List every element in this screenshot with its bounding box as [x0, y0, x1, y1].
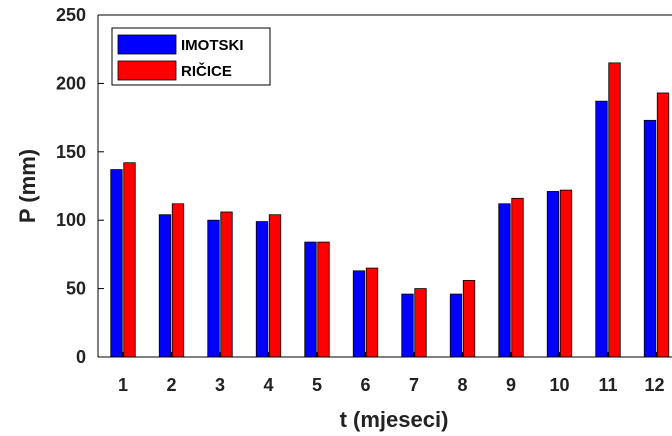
x-tick-label: 12	[644, 375, 664, 395]
x-tick-label: 9	[506, 375, 516, 395]
y-tick-label: 250	[56, 5, 86, 25]
y-tick-label: 150	[56, 142, 86, 162]
bar-riice-11	[608, 62, 621, 358]
y-tick-label: 100	[56, 210, 86, 230]
bar-imotski-3	[207, 219, 220, 358]
x-ticks-group: 1 2 3 4 5 6 7 8 9 10 11 12	[118, 352, 665, 395]
bar-riice-10	[559, 189, 573, 358]
legend-swatch-imotski	[117, 34, 177, 55]
y-tick-label: 50	[66, 279, 86, 299]
y-ticks-group: 0 50 100 150 200 250	[56, 5, 104, 367]
x-tick-label: 4	[263, 375, 273, 395]
bar-riice-5	[317, 241, 330, 358]
x-tick-label: 5	[312, 375, 322, 395]
x-tick-label: 3	[215, 375, 225, 395]
bars-group	[110, 62, 670, 358]
x-tick-label: 6	[360, 375, 370, 395]
bar-imotski-11	[595, 100, 608, 358]
legend-label-imotski: IMOTSKI	[181, 37, 244, 54]
bar-imotski-5	[304, 241, 317, 358]
legend-label-ricice: RIČICE	[181, 62, 232, 80]
x-tick-label: 2	[166, 375, 176, 395]
x-tick-label: 10	[549, 375, 569, 395]
bar-riice-4	[268, 214, 282, 358]
bar-imotski-4	[255, 221, 269, 358]
bar-riice-3	[220, 211, 233, 358]
bar-riice-2	[171, 203, 185, 358]
bar-imotski-1	[110, 169, 123, 358]
bar-imotski-9	[498, 203, 511, 358]
bar-imotski-6	[352, 270, 366, 358]
y-tick-label: 0	[76, 347, 86, 367]
bar-imotski-10	[546, 191, 560, 358]
legend-swatch-ricice	[117, 60, 177, 81]
x-tick-label: 11	[598, 375, 617, 395]
x-tick-label: 7	[409, 375, 419, 395]
y-axis-label: P (mm)	[15, 149, 40, 223]
legend: IMOTSKI RIČICE	[111, 27, 271, 86]
x-axis-label: t (mjeseci)	[340, 407, 449, 432]
bar-imotski-12	[643, 119, 657, 358]
bar-riice-9	[511, 197, 524, 358]
bar-riice-8	[462, 279, 476, 358]
x-tick-label: 8	[457, 375, 467, 395]
bar-riice-6	[365, 267, 379, 358]
bar-imotski-7	[401, 293, 414, 358]
bar-riice-1	[123, 162, 136, 358]
bar-riice-7	[414, 288, 427, 358]
bar-riice-12	[656, 92, 670, 358]
bar-imotski-2	[158, 214, 172, 358]
x-tick-label: 1	[118, 375, 128, 395]
bar-imotski-8	[449, 293, 463, 358]
axes-group	[97, 14, 672, 358]
y-tick-label: 200	[56, 73, 86, 93]
